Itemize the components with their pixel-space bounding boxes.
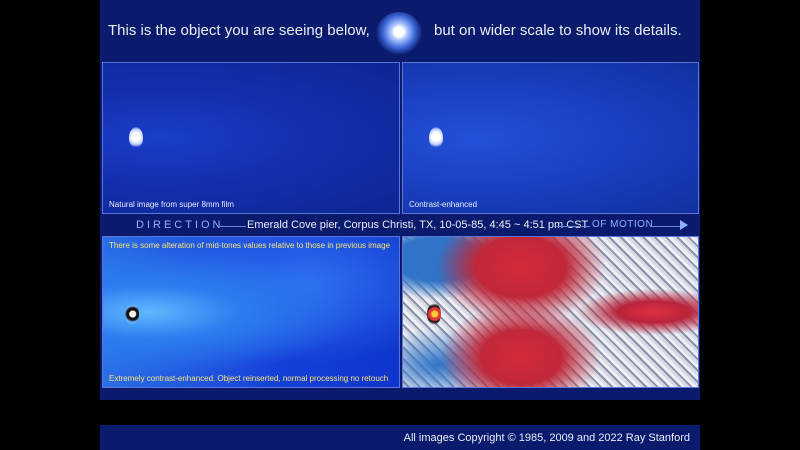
object-image: [129, 127, 143, 149]
direction-line-right: [556, 226, 590, 227]
natural-image-caption: Natural image from super 8mm film: [109, 200, 234, 209]
direction-line-left: [220, 226, 246, 227]
extreme-contrast-caption: Extremely contrast-enhanced. Object rein…: [109, 374, 389, 383]
direction-line-arrow: [652, 226, 680, 227]
object-image: [429, 127, 443, 149]
object-image: [427, 303, 441, 325]
direction-arrow-icon: [680, 220, 688, 230]
midtones-note: There is some alteration of mid-tones va…: [109, 241, 391, 250]
location-date-label: Emerald Cove pier, Corpus Christi, TX, 1…: [247, 219, 589, 231]
extreme-contrast-panel: There is some alteration of mid-tones va…: [102, 236, 400, 388]
direction-bar: DIRECTION Emerald Cove pier, Corpus Chri…: [100, 216, 700, 234]
copyright-text: All images Copyright © 1985, 2009 and 20…: [403, 432, 690, 444]
header-text-left: This is the object you are seeing below,: [108, 22, 370, 39]
contrast-enhanced-caption: Contrast-enhanced: [409, 200, 478, 209]
slide: This is the object you are seeing below,…: [100, 0, 700, 400]
copyright-bar: All images Copyright © 1985, 2009 and 20…: [100, 425, 700, 450]
false-color-panel: [402, 236, 699, 388]
of-motion-label: OF MOTION: [592, 219, 654, 230]
header-text-right: but on wider scale to show its details.: [434, 22, 682, 39]
object-image: [125, 303, 139, 325]
contrast-enhanced-panel: Contrast-enhanced: [402, 62, 699, 214]
direction-label: DIRECTION: [136, 219, 224, 231]
slide-header: This is the object you are seeing below,…: [100, 10, 700, 56]
natural-image-panel: Natural image from super 8mm film: [102, 62, 400, 214]
object-thumbnail-image: [376, 12, 422, 56]
